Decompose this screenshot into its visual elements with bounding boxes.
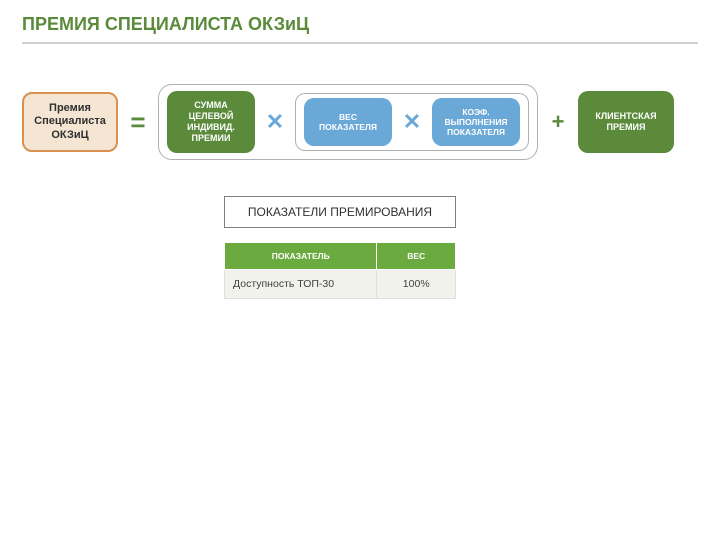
section-label: ПОКАЗАТЕЛИ ПРЕМИРОВАНИЯ [224, 196, 456, 228]
inner-bracket: ВЕС ПОКАЗАТЕЛЯ ✕ КОЭФ. ВЫПОЛНЕНИЯ ПОКАЗА… [295, 93, 529, 151]
header-weight: ВЕС [377, 243, 456, 270]
title-underline [22, 42, 698, 44]
table-header-row: ПОКАЗАТЕЛЬ ВЕС [225, 243, 456, 270]
plus-op: + [548, 109, 568, 135]
cell-indicator: Доступность ТОП-30 [225, 270, 377, 299]
mult-op-1: ✕ [263, 109, 287, 135]
client-bonus-box: КЛИЕНТСКАЯ ПРЕМИЯ [578, 91, 674, 153]
sum-box: СУММА ЦЕЛЕВОЙ ИНДИВИД. ПРЕМИИ [167, 91, 255, 153]
mult-op-2: ✕ [400, 109, 424, 135]
weight-box: ВЕС ПОКАЗАТЕЛЯ [304, 98, 392, 146]
result-box: Премия Специалиста ОКЗиЦ [22, 92, 118, 152]
table-row: Доступность ТОП-30 100% [225, 270, 456, 299]
page-title: ПРЕМИЯ СПЕЦИАЛИСТА ОКЗиЦ [22, 14, 309, 35]
indicators-table: ПОКАЗАТЕЛЬ ВЕС Доступность ТОП-30 100% [224, 242, 456, 299]
outer-bracket: СУММА ЦЕЛЕВОЙ ИНДИВИД. ПРЕМИИ ✕ ВЕС ПОКА… [158, 84, 538, 160]
equals-op: = [128, 107, 148, 138]
formula-row: Премия Специалиста ОКЗиЦ = СУММА ЦЕЛЕВОЙ… [22, 84, 698, 160]
cell-weight: 100% [377, 270, 456, 299]
coef-box: КОЭФ. ВЫПОЛНЕНИЯ ПОКАЗАТЕЛЯ [432, 98, 520, 146]
header-indicator: ПОКАЗАТЕЛЬ [225, 243, 377, 270]
